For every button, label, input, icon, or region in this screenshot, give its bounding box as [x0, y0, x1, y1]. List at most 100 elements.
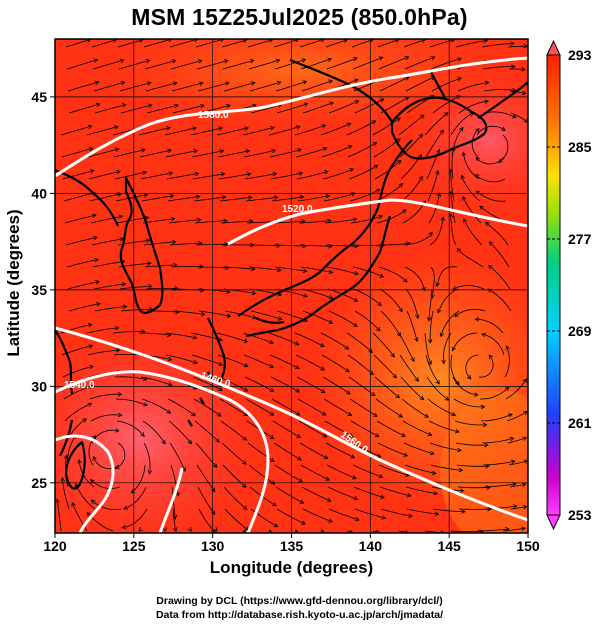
streamline [403, 442, 435, 455]
streamline [440, 310, 460, 337]
streamline [66, 259, 99, 268]
streamline [218, 376, 248, 392]
streamline [476, 125, 506, 136]
streamline-arrowhead [427, 360, 432, 366]
streamline [428, 420, 460, 433]
streamline-arrowhead [457, 447, 462, 453]
streamline [509, 90, 526, 94]
streamline-arrowhead [378, 56, 384, 61]
streamline [506, 411, 528, 422]
streamline-arrowhead [523, 411, 528, 416]
streamline-arrowhead [466, 374, 472, 380]
streamline-arrowhead [430, 56, 436, 61]
streamline [64, 403, 92, 422]
streamline-arrowhead [170, 216, 176, 222]
streamline-arrowhead [294, 364, 300, 369]
streamline [300, 266, 333, 273]
streamline [298, 420, 327, 438]
streamline-arrowhead [404, 76, 410, 81]
streamline-arrowhead [403, 452, 409, 457]
streamline [141, 195, 174, 202]
streamline [326, 266, 359, 275]
streamline-arrowhead [94, 80, 100, 85]
streamline [324, 420, 354, 438]
streamline-arrowhead [320, 366, 326, 371]
streamline-arrowhead [296, 433, 302, 439]
streamline-arrowhead [171, 59, 177, 64]
streamline-arrowhead [321, 411, 327, 416]
streamline-arrowhead [398, 307, 403, 313]
streamline [224, 508, 250, 531]
streamline [139, 149, 172, 158]
streamline [61, 147, 93, 158]
streamline-arrowhead [140, 432, 145, 437]
streamline-arrowhead [521, 482, 527, 488]
coast-ryukyu [187, 371, 213, 427]
y-axis-label: Latitude (degrees) [4, 209, 23, 357]
streamline-arrowhead [218, 361, 224, 366]
streamline [354, 98, 384, 114]
streamline [326, 464, 357, 479]
streamline [60, 125, 92, 136]
streamline [457, 486, 491, 489]
streamline-arrowhead [404, 56, 410, 61]
streamline-arrowhead [270, 126, 275, 131]
x-axis-label: Longitude (degrees) [209, 558, 374, 577]
streamline-arrowhead [223, 218, 228, 223]
streamline-arrowhead [55, 498, 60, 504]
streamline [351, 39, 374, 48]
streamline-arrowhead [224, 241, 229, 247]
streamline-arrowhead [91, 435, 97, 440]
streamline [89, 393, 122, 400]
streamline-arrowhead [376, 453, 382, 458]
streamline [296, 170, 329, 180]
streamline-arrowhead [199, 264, 204, 269]
streamline-arrowhead [269, 457, 275, 463]
streamline [431, 77, 462, 92]
streamline-arrowhead [375, 189, 381, 194]
streamline [480, 386, 510, 400]
streamline-arrowhead [348, 433, 354, 438]
streamline-arrowhead [192, 335, 198, 340]
streamline [476, 528, 509, 532]
streamline-arrowhead [344, 345, 350, 350]
streamline [425, 129, 444, 158]
streamline [429, 442, 462, 451]
streamline [489, 241, 510, 268]
streamline [112, 331, 145, 334]
streamline-arrowhead [273, 523, 279, 528]
streamline [118, 59, 150, 70]
streamline [443, 332, 452, 364]
gridlines [55, 39, 528, 533]
streamline [167, 196, 200, 202]
streamline-arrowhead [452, 285, 458, 290]
streamline [87, 349, 120, 356]
streamline-arrowhead [243, 338, 249, 343]
streamline-arrowhead [406, 492, 412, 498]
colorbar-lower-triangle [546, 514, 561, 531]
streamline [143, 39, 172, 48]
streamline [243, 149, 276, 158]
streamline-arrowhead [212, 463, 218, 469]
streamline-arrowhead [424, 413, 430, 418]
streamline [375, 398, 403, 418]
streamline [399, 354, 419, 382]
streamline [273, 244, 307, 247]
contour-1580 [55, 56, 528, 178]
streamline [450, 112, 474, 136]
streamline-arrowhead [226, 313, 232, 318]
streamline [485, 221, 509, 246]
streamline [354, 310, 381, 332]
contour-1460 [55, 326, 528, 522]
streamline [372, 332, 395, 358]
streamline-arrowhead [480, 404, 486, 410]
streamline [91, 429, 119, 444]
streamline-arrowhead [510, 459, 516, 465]
streamline [270, 376, 300, 393]
streamline-arrowhead [246, 172, 252, 177]
streamline [62, 170, 94, 180]
streamline-arrowhead [217, 412, 222, 417]
streamline [402, 200, 426, 224]
streamline [453, 285, 485, 290]
streamline-arrowhead [167, 356, 173, 362]
